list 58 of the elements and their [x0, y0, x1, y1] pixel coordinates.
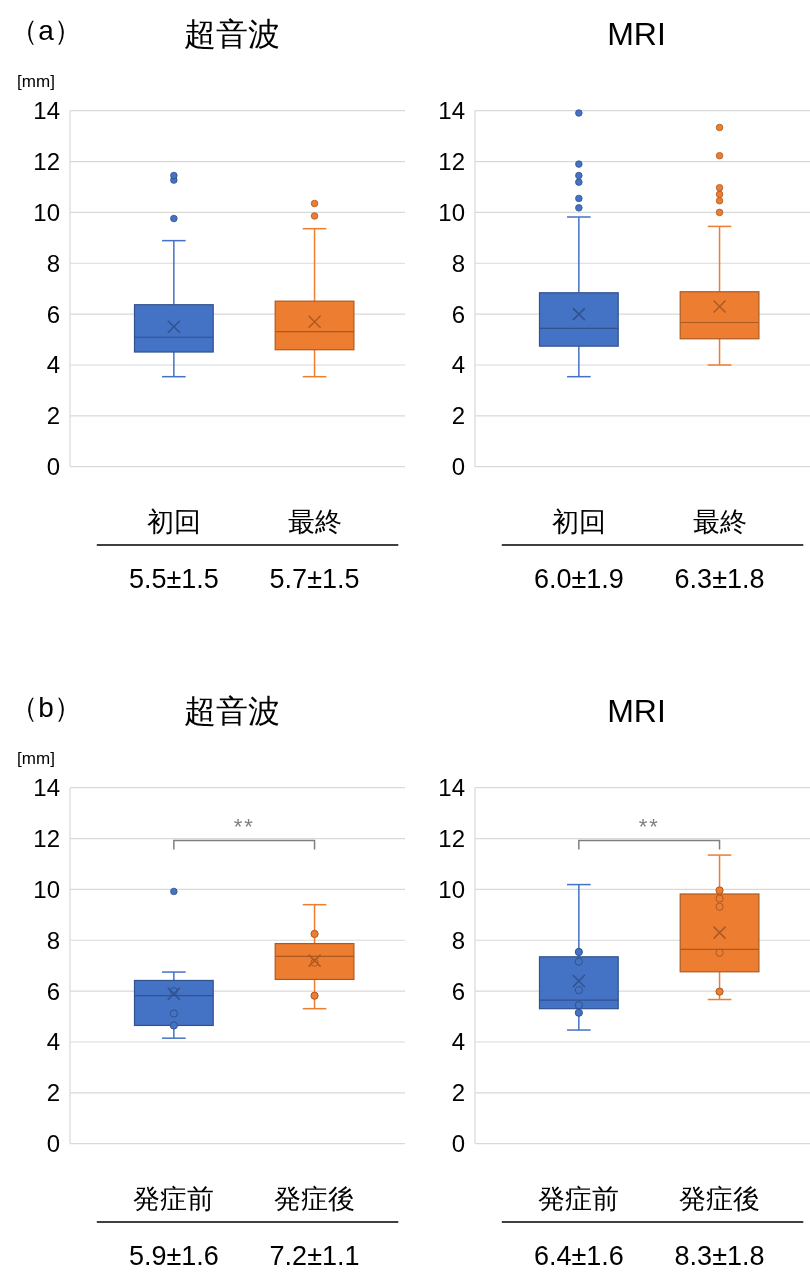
x-tick-label: 発症前 [133, 1184, 215, 1214]
y-tick-label: 10 [438, 875, 465, 903]
text: 6.3±1.8 [674, 564, 765, 594]
y-tick-label: 0 [46, 453, 60, 481]
y-tick-label: 12 [438, 825, 465, 853]
text: 5.5±1.5 [128, 564, 219, 594]
x-tick-label: 最終 [692, 507, 747, 537]
y-tick-label: 0 [46, 1130, 60, 1158]
y-tick-label: 0 [451, 453, 465, 481]
x-tick-label: 発症後 [679, 1184, 761, 1214]
annotation: ** [233, 814, 255, 840]
y-tick-label: 2 [46, 402, 60, 430]
text: 5.7±1.5 [269, 564, 360, 594]
x-tick-label: 発症後 [274, 1184, 356, 1214]
y-tick-label: 10 [33, 198, 60, 226]
y-tick-label: 6 [46, 977, 60, 1005]
y-tick-label: 10 [438, 198, 465, 226]
text: 6.0±1.9 [533, 564, 624, 594]
text: 7.2±1.1 [269, 1241, 360, 1271]
y-tick-label: 6 [46, 300, 60, 328]
y-tick-label: 4 [46, 1028, 60, 1056]
y-axis-title: [mm] [17, 72, 55, 91]
y-tick-label: 14 [33, 97, 60, 125]
y-tick-label: 14 [438, 774, 465, 802]
y-tick-label: 12 [438, 148, 465, 176]
x-tick-label: 発症前 [538, 1184, 620, 1214]
y-tick-label: 0 [451, 1130, 465, 1158]
text: 6.4±1.6 [533, 1241, 624, 1271]
text: 8.3±1.8 [674, 1241, 765, 1271]
chart-title: MRI [607, 693, 666, 729]
y-tick-label: 6 [451, 300, 465, 328]
y-tick-label: 8 [46, 249, 60, 277]
y-tick-label: 6 [451, 977, 465, 1005]
text: （b） [10, 692, 82, 723]
y-tick-label: 2 [451, 402, 465, 430]
y-tick-label: 12 [33, 825, 60, 853]
x-tick-label: 初回 [146, 507, 201, 537]
chart-title: 超音波 [183, 693, 280, 729]
y-tick-label: 12 [33, 148, 60, 176]
x-tick-label: 初回 [551, 507, 606, 537]
y-tick-label: 8 [46, 926, 60, 954]
y-tick-label: 2 [451, 1079, 465, 1107]
text: （a） [10, 15, 82, 46]
y-tick-label: 8 [451, 249, 465, 277]
chart-title: 超音波 [183, 16, 280, 52]
x-tick-label: 最終 [287, 507, 342, 537]
y-tick-label: 4 [451, 351, 465, 379]
y-tick-label: 14 [33, 774, 60, 802]
annotation: ** [638, 814, 660, 840]
text: 5.9±1.6 [128, 1241, 219, 1271]
y-tick-label: 14 [438, 97, 465, 125]
y-tick-label: 8 [451, 926, 465, 954]
y-tick-label: 4 [46, 351, 60, 379]
y-tick-label: 10 [33, 875, 60, 903]
y-tick-label: 2 [46, 1079, 60, 1107]
y-axis-title: [mm] [17, 749, 55, 768]
y-tick-label: 4 [451, 1028, 465, 1056]
chart-title: MRI [607, 16, 666, 52]
